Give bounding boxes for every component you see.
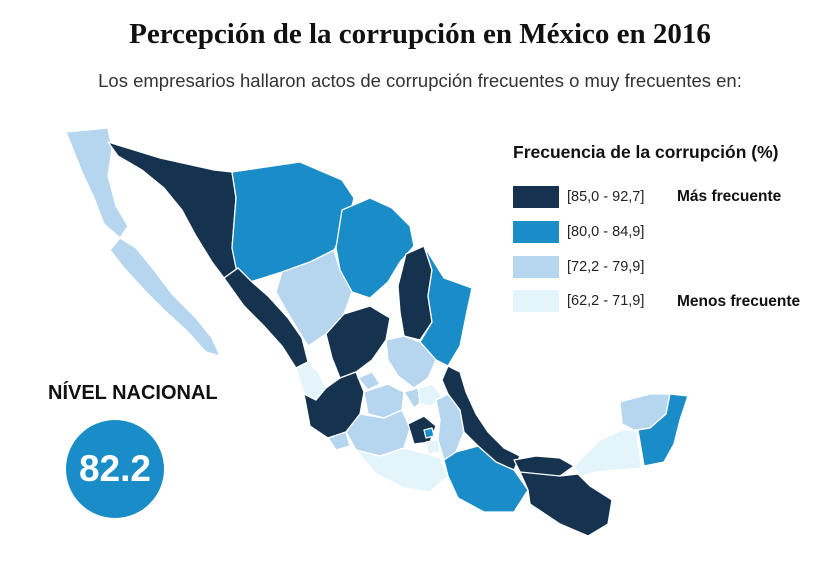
legend-item-high: [80,0 - 84,9] <box>513 221 667 243</box>
national-label: NÍVEL NACIONAL <box>48 382 218 404</box>
legend-swatch <box>513 221 559 243</box>
legend-swatch <box>513 186 559 208</box>
state-aguascalientes[interactable] <box>357 371 381 391</box>
state-morelos[interactable] <box>425 439 441 455</box>
legend-swatch <box>513 290 559 312</box>
state-baja-california[interactable] <box>65 127 129 239</box>
legend-title: Frecuencia de la corrupción (%) <box>513 142 779 162</box>
state-baja-california-sur[interactable] <box>109 237 221 357</box>
state-zacatecas[interactable] <box>325 305 391 379</box>
state-campeche[interactable] <box>573 429 643 477</box>
legend-range: [62,2 - 71,9] <box>567 293 645 309</box>
legend-note-most: Más frecuente <box>677 188 782 205</box>
state-tamaulipas[interactable] <box>419 245 473 367</box>
page-title: Percepción de la corrupción en México en… <box>129 18 711 50</box>
state-chiapas[interactable] <box>519 471 613 537</box>
legend-note-least: Menos frecuente <box>677 293 801 310</box>
legend-range: [80,0 - 84,9] <box>567 224 645 240</box>
legend-swatch <box>513 256 559 278</box>
page-subtitle: Los empresarios hallaron actos de corrup… <box>98 70 742 91</box>
legend-item-medium: [72,2 - 79,9] <box>513 256 667 278</box>
legend-range: [85,0 - 92,7] <box>567 189 645 205</box>
state-guerrero[interactable] <box>355 447 449 493</box>
state-san-luis-potosi[interactable] <box>385 335 437 389</box>
state-nuevo-leon[interactable] <box>397 245 433 341</box>
national-value: 82.2 <box>78 448 151 489</box>
state-colima[interactable] <box>327 431 351 451</box>
state-sinaloa[interactable] <box>223 267 309 369</box>
legend-item-low: [62,2 - 71,9] <box>513 290 667 312</box>
legend-item-very-high: [85,0 - 92,7] <box>513 186 667 208</box>
legend-range: [72,2 - 79,9] <box>567 259 645 275</box>
national-value-badge: 82.2 <box>66 420 164 518</box>
state-quintana-roo[interactable] <box>637 393 689 467</box>
state-cdmx[interactable] <box>423 427 435 439</box>
